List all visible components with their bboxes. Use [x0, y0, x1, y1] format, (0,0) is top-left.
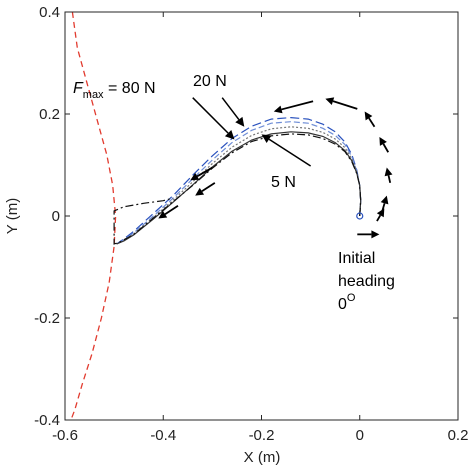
- y-axis-label: Y (m): [4, 198, 21, 234]
- annotation-heading-line1: Initial: [338, 250, 375, 267]
- y-tick-label: 0: [52, 208, 60, 225]
- y-tick-label: 0.4: [39, 4, 60, 21]
- annotation-heading-line2: heading: [338, 273, 395, 290]
- y-tick-label: 0.2: [39, 106, 60, 123]
- heading-arrow-2: [325, 97, 358, 110]
- heading-angle: 0: [338, 296, 347, 313]
- x-tick-label: -0.4: [150, 427, 176, 444]
- y-tick-label: -0.4: [34, 412, 60, 429]
- trajectory-line-4: [116, 131, 362, 245]
- fmax-subscript: max: [83, 89, 104, 101]
- trajectory-line-2: [116, 121, 362, 245]
- y-tick-label: -0.2: [34, 310, 60, 327]
- heading-arrow-7: [376, 208, 385, 222]
- annotation-pointers: [192, 97, 312, 167]
- heading-arrows: [158, 97, 393, 239]
- workspace-boundary-line: [70, 11, 117, 421]
- workspace-boundary: [70, 11, 117, 421]
- heading-degree-symbol: O: [347, 292, 356, 304]
- heading-arrow-3: [364, 111, 376, 128]
- start-marker: [356, 212, 364, 220]
- heading-arrow-5: [384, 167, 393, 184]
- annotation-fmax-80: Fmax = 80 N: [73, 80, 156, 101]
- start-marker-group: [356, 212, 364, 220]
- heading-arrow-8: [357, 230, 380, 239]
- annotation-heading-line3: 0O: [338, 292, 356, 313]
- x-tick-label: 0.2: [448, 427, 469, 444]
- annotation-pointer-1: [192, 97, 235, 140]
- heading-arrow-11: [158, 205, 179, 219]
- heading-arrow-4: [379, 136, 390, 153]
- axis-ticks: -0.6 -0.4 -0.2 0 0.2-0.4-0.200.20.4: [34, 4, 468, 444]
- x-tick-label: -0.2: [249, 427, 275, 444]
- annotation-pointer-3: [261, 134, 312, 167]
- annotation-20n: 20 N: [193, 73, 227, 90]
- heading-arrow-9: [190, 166, 213, 181]
- trajectory-line-3: [116, 126, 362, 245]
- annotation-5n: 5 N: [271, 174, 296, 191]
- heading-arrow-1: [273, 100, 314, 114]
- trajectory-line-5: [113, 133, 362, 245]
- trajectory-series: [113, 116, 362, 245]
- annotation-pointer-2: [221, 97, 245, 127]
- fmax-symbol: F: [73, 80, 84, 97]
- heading-arrow-10: [195, 182, 216, 196]
- trajectory-line-1: [116, 116, 362, 245]
- x-tick-label: -0.6: [52, 427, 78, 444]
- fmax-value: = 80 N: [104, 80, 156, 97]
- x-tick-label: 0: [356, 427, 364, 444]
- x-axis-label: X (m): [244, 449, 281, 466]
